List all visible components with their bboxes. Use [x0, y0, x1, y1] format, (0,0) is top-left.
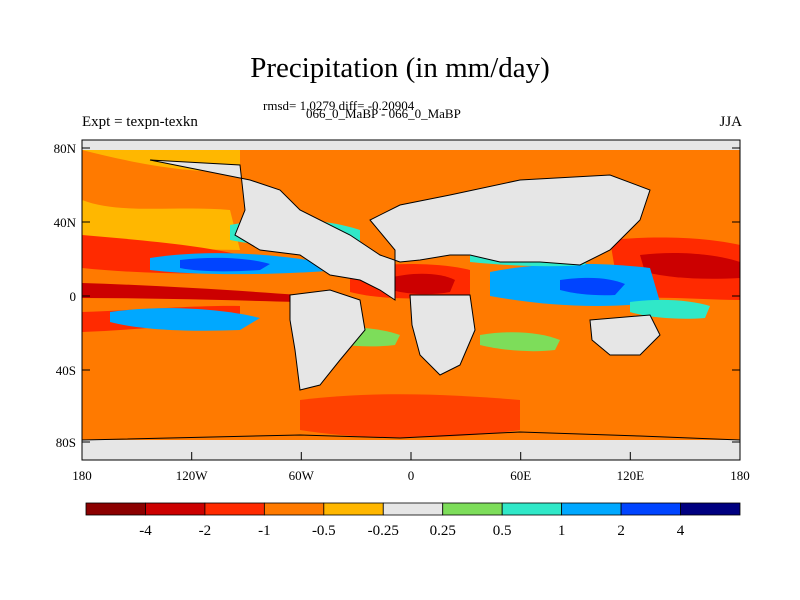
- indian-ocean-wet-core: [560, 277, 625, 296]
- lon-tick-label: 60E: [510, 468, 531, 483]
- stats-line: rmsd= 1.0279 diff= -0.20904: [263, 98, 415, 113]
- colorbar-label: -4: [139, 523, 152, 539]
- colorbar-swatch: [263, 502, 325, 516]
- lat-tick-label: 80N: [54, 141, 77, 156]
- experiment-label: Expt = texpn-texkn: [82, 114, 198, 130]
- season-label: JJA: [719, 114, 742, 130]
- south-america: [290, 290, 365, 390]
- antarctica-edge: [82, 440, 740, 460]
- colorbar-swatch: [323, 502, 384, 516]
- colorbar-swatch: [680, 502, 741, 516]
- lon-axis: 180 120W 60W 0 60E 120E 180: [72, 452, 750, 483]
- lon-tick-label: 120E: [617, 468, 645, 483]
- lat-tick-label: 40S: [56, 363, 76, 378]
- lon-tick-label: 120W: [176, 468, 209, 483]
- lat-axis: 80N 40N 0 40S 80S: [54, 141, 740, 450]
- lat-tick-label: 0: [70, 289, 77, 304]
- spcz-wet-band: [110, 308, 260, 331]
- lat-tick-label: 40N: [54, 215, 77, 230]
- wpac-south-teal: [630, 299, 710, 319]
- colorbar-swatch: [561, 502, 622, 516]
- colorbar-label: 4: [677, 523, 685, 539]
- pacific-wet-core: [180, 257, 270, 272]
- colorbar-label: 0.25: [430, 523, 456, 539]
- colorbar-label: -0.25: [368, 523, 399, 539]
- colorbar-label: 2: [617, 523, 625, 539]
- wpac-core-dry: [640, 252, 740, 279]
- map-field: [82, 140, 740, 460]
- colorbar-swatch: [501, 502, 563, 516]
- npac-light-band: [82, 200, 240, 250]
- arctic-land: [82, 140, 740, 150]
- australia: [590, 315, 660, 355]
- colorbar-swatch: [382, 502, 444, 516]
- colorbar-swatch: [204, 502, 265, 516]
- colorbar-label: -0.5: [312, 523, 336, 539]
- lat-tick-label: 80S: [56, 435, 76, 450]
- southern-africa: [410, 295, 475, 375]
- map-subtitle: 066_0_MaBP - 066_0_MaBP: [306, 106, 461, 121]
- colorbar-swatch: [442, 502, 503, 516]
- southern-ocean-dry: [300, 394, 520, 438]
- colorbar-label: -1: [258, 523, 271, 539]
- colorbar-label: -2: [199, 523, 212, 539]
- colorbar-label: 0.5: [493, 523, 512, 539]
- colorbar-swatch: [145, 502, 206, 516]
- africa-core-dry: [390, 273, 455, 295]
- equator-dry-band: [82, 283, 300, 302]
- lon-tick-label: 180: [730, 468, 750, 483]
- south-indian-green: [480, 332, 560, 352]
- lon-tick-label: 0: [408, 468, 415, 483]
- colorbar: -4 -2 -1 -0.5 -0.25 0.25 0.5 1 2 4: [85, 502, 741, 539]
- lon-tick-label: 180: [72, 468, 92, 483]
- coastlines: [82, 159, 740, 441]
- colorbar-swatch: [85, 502, 146, 516]
- northern-continents: [150, 160, 650, 300]
- lon-tick-label: 60W: [289, 468, 315, 483]
- map-title: Precipitation (in mm/day): [250, 52, 550, 84]
- colorbar-swatch: [620, 502, 681, 516]
- colorbar-label: 1: [558, 523, 566, 539]
